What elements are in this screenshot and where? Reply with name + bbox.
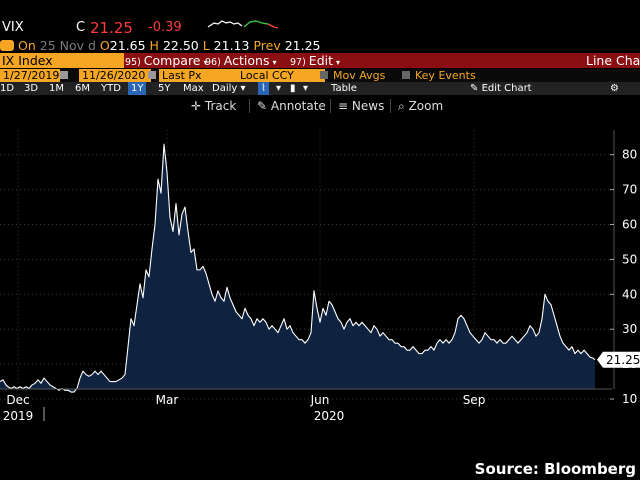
edit-button[interactable]: 97) Edit ▾	[290, 53, 340, 70]
edit-chart-button[interactable]: ✎ Edit Chart	[470, 82, 532, 95]
mov-avgs-label: Mov Avgs	[333, 69, 386, 82]
period-1m[interactable]: 1M	[49, 83, 64, 94]
period-3d[interactable]: 3D	[24, 83, 39, 94]
y-tick-label: 80	[622, 148, 637, 162]
actions-num: 96)	[205, 57, 221, 68]
on-label: On	[18, 38, 36, 53]
key-events-toggle[interactable]: Key Events	[402, 69, 476, 82]
high-value: 22.50	[162, 38, 199, 53]
period-6m[interactable]: 6M	[75, 83, 90, 94]
calendar-icon[interactable]	[148, 71, 156, 79]
function-toolbar: IX Index 95) Compare ▾ 96) Actions ▾ 97) Edit…	[0, 53, 640, 68]
track-label: Track	[204, 99, 237, 113]
actions-button[interactable]: 96) Actions ▾	[205, 53, 276, 70]
source-credit: Source: Bloomberg	[474, 460, 636, 478]
period-1d[interactable]: 1D	[0, 83, 15, 94]
news-tool[interactable]: ≡ News	[338, 96, 384, 116]
divider	[249, 99, 250, 113]
edit-chart-label: Edit Chart	[481, 83, 532, 94]
price-change: -0.39	[148, 20, 182, 35]
frequency-select[interactable]: Daily ▾	[212, 83, 246, 94]
compare-num: 95)	[125, 57, 141, 68]
chevron-down-icon[interactable]: ▾	[276, 83, 282, 94]
security-field[interactable]: IX Index	[0, 53, 124, 68]
open-label: O	[99, 38, 110, 53]
period-ytd[interactable]: YTD	[101, 83, 121, 94]
news-label: News	[351, 99, 385, 113]
chevron-down-icon: ▾	[336, 58, 341, 67]
chart-type-label[interactable]: Line Char	[586, 53, 640, 68]
start-date-field[interactable]: 1/27/2019	[0, 69, 60, 82]
divider	[330, 99, 331, 113]
mov-avgs-toggle[interactable]: Mov Avgs	[320, 69, 385, 82]
x-tick-label: Mar	[156, 393, 179, 407]
compare-button[interactable]: 95) Compare ▾	[125, 53, 208, 70]
edit-label: Edit	[308, 53, 334, 68]
chevron-down-icon: ▾	[272, 58, 277, 67]
chevron-down-icon[interactable]: ▾	[303, 83, 309, 94]
period-5y[interactable]: 5Y	[158, 83, 171, 94]
x-year-label: 2019	[3, 409, 34, 423]
divider	[390, 99, 391, 113]
period-1y[interactable]: 1Y	[128, 82, 147, 95]
annotate-label: Annotate	[270, 99, 326, 113]
gear-icon[interactable]: ⚙	[610, 83, 619, 94]
x-tick-label: Sep	[463, 393, 486, 407]
zoom-tool[interactable]: ⌕ Zoom	[398, 96, 443, 116]
on-date: 25 Nov d	[39, 38, 96, 53]
end-date-field[interactable]: 11/26/2020	[79, 69, 151, 82]
track-tool[interactable]: ✛ Track	[191, 96, 236, 116]
price-field-select[interactable]: Last Px	[159, 69, 237, 82]
currency-select[interactable]: Local CCY	[237, 69, 325, 82]
zoom-label: Zoom	[408, 99, 444, 113]
quote-row: On 25 Nov d O21.65 H 22.50 L 21.13 Prev …	[0, 38, 321, 53]
y-tick-label: 30	[622, 322, 637, 336]
x-tick-label: Dec	[6, 393, 29, 407]
bar-chart-icon[interactable]: ▮	[290, 83, 296, 94]
news-icon: ≡	[338, 99, 349, 113]
y-tick-label: 10	[622, 392, 637, 406]
line-chart-icon[interactable]: ⌇	[258, 82, 269, 95]
table-button[interactable]: Table	[331, 83, 357, 94]
annotate-tool[interactable]: ✎ Annotate	[257, 96, 326, 116]
compare-label: Compare	[143, 53, 201, 68]
y-tick-label: 70	[622, 183, 637, 197]
magnifier-icon: ⌕	[398, 99, 405, 113]
prev-value: 21.25	[284, 38, 321, 53]
checkbox-icon	[402, 71, 410, 79]
crosshair-icon: ✛	[191, 99, 202, 113]
key-events-label: Key Events	[415, 69, 476, 82]
checkbox-icon	[320, 71, 328, 79]
frequency-label: Daily	[212, 83, 238, 94]
period-row: 1D 3D 1M 6M YTD 1Y 5Y Max Daily ▾ ⌇ ▾ ▮ …	[0, 82, 640, 95]
settings-row: 1/27/2019 11/26/2020 Last Px Local CCY M…	[0, 69, 640, 82]
y-tick-label: 40	[622, 287, 637, 301]
sparkline-icon	[207, 20, 279, 29]
x-year-label: 2020	[314, 409, 345, 423]
ticker-symbol: VIX	[2, 20, 24, 35]
pencil-icon: ✎	[257, 99, 268, 113]
series-area	[0, 144, 595, 393]
period-max[interactable]: Max	[183, 83, 204, 94]
edit-chart-icon: ✎	[470, 83, 479, 94]
x-tick-label: Jun	[310, 393, 330, 407]
low-label: L	[202, 38, 210, 53]
last-value-badge	[597, 351, 640, 368]
actions-label: Actions	[223, 53, 270, 68]
chevron-down-icon: ▾	[203, 58, 208, 67]
vix-chart[interactable]: 102030405060708021.25Dec2019MarJun2020Se…	[0, 96, 640, 460]
high-label: H	[149, 38, 159, 53]
y-tick-label: 60	[622, 218, 637, 232]
open-value: 21.65	[109, 38, 146, 53]
edit-num: 97)	[290, 57, 306, 68]
close-flag: C	[76, 20, 86, 35]
low-value: 21.13	[213, 38, 250, 53]
last-price: 21.25	[90, 19, 133, 37]
prev-label: Prev	[253, 38, 281, 53]
series-line	[0, 143, 596, 393]
market-icon	[0, 40, 14, 51]
y-tick-label: 50	[622, 252, 637, 266]
last-value-label: 21.25	[606, 353, 640, 367]
calendar-icon[interactable]	[60, 71, 68, 79]
